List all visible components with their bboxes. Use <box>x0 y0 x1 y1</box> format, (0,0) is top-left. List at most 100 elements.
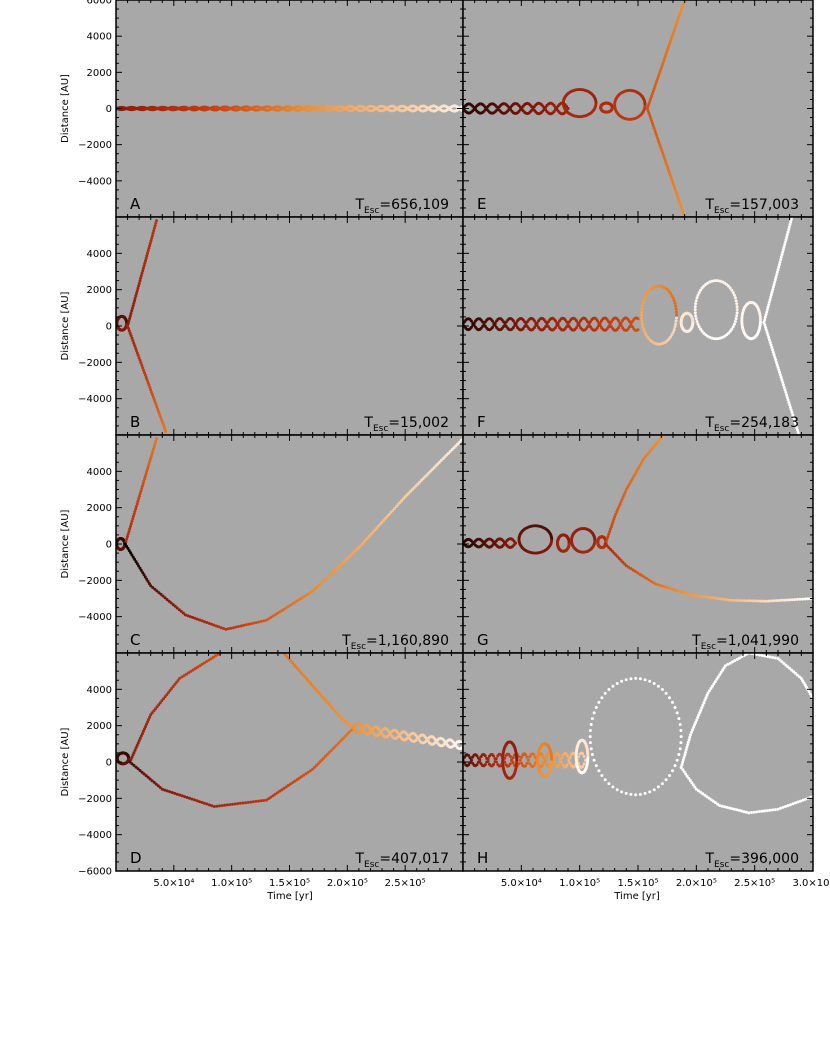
series-2-point <box>141 366 145 370</box>
series-2-point <box>157 410 161 414</box>
series-7-point <box>738 656 741 660</box>
series-6-point <box>773 280 777 284</box>
series-2-point <box>163 596 167 600</box>
series-7-point <box>722 666 726 670</box>
series-1-point <box>154 439 158 443</box>
series-7-point <box>770 599 773 603</box>
series-2-point <box>144 376 148 379</box>
series-2-point <box>249 622 253 626</box>
series-0-point <box>511 756 515 760</box>
series-6-point <box>619 500 623 504</box>
series-5-point <box>656 785 660 789</box>
series-1-point <box>193 667 197 670</box>
series-7-point <box>633 569 637 573</box>
series-5-point <box>679 729 683 732</box>
series-2-point <box>159 592 163 596</box>
series-6-point <box>785 233 789 237</box>
ticks <box>463 652 813 872</box>
series-6-point <box>737 808 741 812</box>
escape-time-subscript: Esc <box>714 424 729 434</box>
series-0-point <box>581 752 585 756</box>
series-1-point <box>154 707 157 711</box>
series-1-point <box>532 764 536 767</box>
series-6-point <box>699 790 703 794</box>
x-tick-label: 5.0×10⁴ <box>153 878 194 889</box>
series-2-point <box>160 420 164 424</box>
series-2-point <box>299 670 303 674</box>
series-1-point <box>126 322 130 325</box>
series-2-point <box>259 619 263 623</box>
series-2-point <box>378 522 382 526</box>
series-6-point <box>771 288 775 292</box>
series-1-point <box>150 236 154 240</box>
series-6-point <box>652 445 656 449</box>
series-1-point <box>553 326 557 330</box>
series-7-point <box>731 660 734 664</box>
series-4-point <box>643 104 647 108</box>
series-2-point <box>289 603 293 607</box>
series-6-point <box>768 808 772 812</box>
series-1-point <box>629 322 633 326</box>
series-5-point <box>597 769 601 773</box>
series-2-point <box>318 582 322 586</box>
series-7-point <box>778 373 782 377</box>
series-7-point <box>781 383 785 387</box>
series-7-point <box>801 597 805 601</box>
series-7-point <box>705 693 709 697</box>
series-4-point <box>735 302 739 306</box>
series-2-point <box>674 304 678 308</box>
series-4-point <box>586 756 590 760</box>
series-6-point <box>638 463 642 467</box>
series-3-point <box>218 804 221 808</box>
series-7-point <box>689 593 692 597</box>
series-1-point <box>130 519 134 523</box>
series-5-point <box>656 74 660 78</box>
series-2-point <box>148 385 152 389</box>
series-5-point <box>660 65 664 69</box>
series-6-point <box>646 109 650 113</box>
series-5-point <box>594 706 598 709</box>
series-7-point <box>774 358 778 362</box>
panel-d: 4000 2000 0 −2000 −4000 −6000 Distance [AU] 5.0… <box>60 652 464 889</box>
series-2-point <box>400 499 404 503</box>
series-1-point <box>475 763 479 767</box>
series-6-point <box>789 803 792 807</box>
series-7-point <box>656 583 660 587</box>
series-1-point <box>616 326 620 330</box>
series-6-point <box>632 474 636 478</box>
series-6-point <box>660 148 664 152</box>
series-6-point <box>789 218 793 221</box>
series-4-point <box>732 293 736 297</box>
series-2-point <box>214 624 218 628</box>
y-tick-label: 6000 <box>87 0 112 7</box>
series-2-point <box>239 624 243 628</box>
series-1-point <box>163 695 167 699</box>
series-2-point <box>457 440 461 444</box>
series-2-point <box>135 562 139 566</box>
series-2-point <box>154 402 158 406</box>
series-1-point <box>160 699 164 703</box>
series-1-point <box>153 224 157 228</box>
series-6-point <box>610 522 614 526</box>
series-1-point <box>152 226 156 230</box>
series-5-point <box>679 8 683 12</box>
escape-time-label: TEsc=396,000 <box>704 851 799 870</box>
series-1-point <box>137 497 141 501</box>
series-2-point <box>212 623 216 627</box>
series-1-point <box>191 668 195 672</box>
series-7-point <box>786 665 790 669</box>
series-3-point <box>251 800 255 804</box>
series-7-point <box>726 662 730 666</box>
series-6-point <box>617 505 621 509</box>
series-1-point <box>139 489 143 493</box>
series-0-point <box>564 752 568 756</box>
escape-time-symbol: T <box>704 415 714 431</box>
series-7-point <box>768 340 772 344</box>
series-3-point <box>136 767 140 771</box>
y-tick-label: −4000 <box>78 394 112 405</box>
series-2-point <box>368 534 372 538</box>
series-4-point <box>693 308 697 312</box>
series-2-point <box>334 711 338 715</box>
series-2-point <box>186 614 190 618</box>
panel-letter: B <box>130 413 140 431</box>
